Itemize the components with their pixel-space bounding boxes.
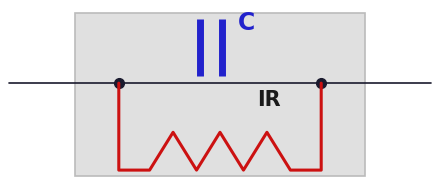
Text: IR: IR — [257, 90, 281, 110]
FancyBboxPatch shape — [75, 13, 365, 176]
Text: C: C — [238, 11, 255, 35]
